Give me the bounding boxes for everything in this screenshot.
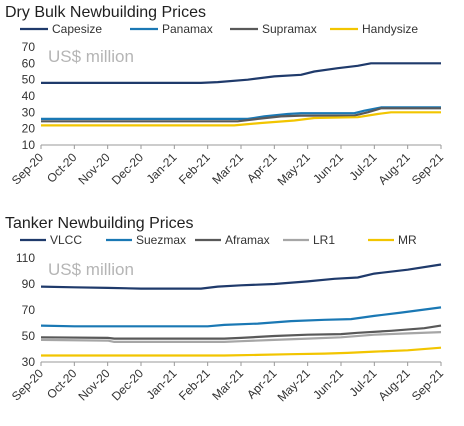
series-line-aframax (40, 324, 442, 340)
y-tick-label: 30 (22, 355, 36, 369)
x-tick-label: May-21 (275, 366, 313, 404)
y-tick-label: 50 (22, 329, 36, 343)
x-tick-label: Feb-21 (176, 150, 213, 187)
x-tick-label: Nov-20 (76, 366, 113, 403)
y-tick-label: 110 (16, 251, 35, 265)
legend-label: Supramax (262, 22, 317, 36)
legend-label: Aframax (225, 233, 270, 247)
chart-title: Dry Bulk Newbuilding Prices (5, 4, 206, 21)
y-tick-label: 50 (22, 73, 36, 87)
legend-label: Handysize (362, 22, 418, 36)
legend-item-lr1: LR1 (283, 233, 335, 247)
legend-item-panamax: Panamax (130, 22, 213, 36)
legend-item-supramax: Supramax (230, 22, 317, 36)
series-line-panamax (41, 106, 441, 120)
series-line-handysize (41, 111, 441, 127)
y-tick-label: 70 (22, 40, 36, 54)
x-tick-label: Jun-21 (310, 150, 346, 186)
y-tick-label: 30 (22, 105, 36, 119)
unit-label: US$ million (48, 47, 134, 66)
series-line-supramax (41, 107, 441, 123)
x-tick-label: Feb-21 (176, 366, 213, 403)
legend-label: Suezmax (136, 233, 186, 247)
x-tick-label: Nov-20 (76, 150, 113, 187)
y-tick-label: 40 (22, 89, 36, 103)
legend-item-aframax: Aframax (195, 233, 270, 247)
x-tick-label: Mar-21 (209, 366, 246, 403)
x-tick-label: Oct-20 (44, 150, 80, 186)
x-tick-label: Mar-21 (209, 150, 246, 187)
series-line-mr (41, 346, 442, 357)
y-tick-label: 20 (22, 122, 36, 136)
y-tick-label: 60 (22, 56, 36, 70)
legend-label: LR1 (313, 233, 335, 247)
x-tick-label: Dec-20 (109, 366, 146, 403)
series-line-vlcc (40, 263, 442, 290)
y-tick-label: 10 (22, 138, 36, 152)
x-tick-label: Apr-21 (244, 366, 280, 402)
legend-item-suezmax: Suezmax (106, 233, 186, 247)
x-tick-label: Oct-20 (44, 366, 80, 402)
y-tick-label: 90 (22, 277, 36, 291)
x-tick-label: Aug-21 (376, 366, 413, 403)
legend-label: Capesize (52, 22, 102, 36)
legend-label: MR (398, 233, 417, 247)
legend-item-mr: MR (368, 233, 417, 247)
y-tick-label: 70 (22, 303, 36, 317)
x-tick-label: Jul-21 (346, 150, 379, 183)
series-line-suezmax (40, 306, 442, 328)
legend-label: Panamax (162, 22, 213, 36)
x-tick-label: Jan-21 (144, 366, 180, 402)
chart-title: Tanker Newbuilding Prices (5, 215, 194, 232)
x-tick-label: Jan-21 (144, 150, 180, 186)
x-tick-label: Sep-20 (9, 366, 46, 403)
x-tick-label: Sep-21 (409, 150, 446, 187)
x-tick-label: Sep-20 (9, 150, 46, 187)
legend-label: VLCC (50, 233, 82, 247)
x-tick-label: Apr-21 (244, 150, 280, 186)
x-tick-label: Dec-20 (109, 150, 146, 187)
series-line-lr1 (40, 331, 442, 343)
legend-item-handysize: Handysize (330, 22, 418, 36)
x-tick-label: Jun-21 (310, 366, 346, 402)
series-line-capesize (41, 62, 441, 84)
x-tick-label: Sep-21 (409, 366, 446, 403)
x-tick-label: Jul-21 (346, 366, 379, 399)
unit-label: US$ million (48, 260, 134, 279)
legend-item-capesize: Capesize (20, 22, 102, 36)
legend-item-vlcc: VLCC (20, 233, 82, 247)
x-tick-label: Aug-21 (376, 150, 413, 187)
x-tick-label: May-21 (275, 150, 313, 188)
